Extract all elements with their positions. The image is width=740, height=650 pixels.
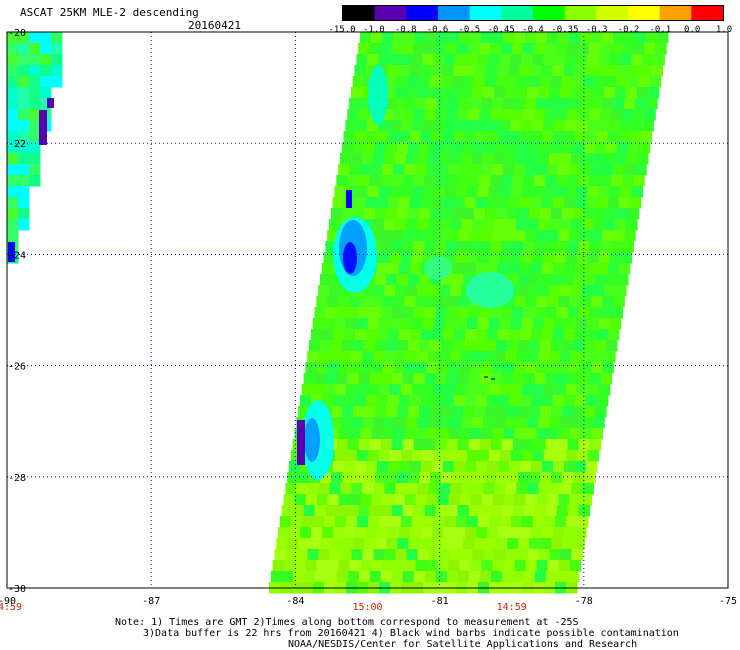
- colorbar-label: -0.5: [458, 25, 481, 35]
- colorbar-label: -0.6: [426, 25, 449, 35]
- time-label: 14:59: [497, 602, 527, 613]
- colorbar-segment: [438, 6, 471, 20]
- swath-data-west: [7, 32, 63, 264]
- colorbar-segment: [533, 6, 566, 20]
- colorbar-label: -0.1: [649, 25, 672, 35]
- note-line-1: Note: 1) Times are GMT 2)Times along bot…: [115, 617, 579, 628]
- map-frame: [6, 31, 729, 589]
- colorbar-label: -0.45: [487, 25, 515, 35]
- lon-tick-label: -78: [575, 596, 593, 607]
- lon-tick-label: -90: [0, 596, 16, 607]
- colorbar-segment: [596, 6, 629, 20]
- colorbar-segment: [628, 6, 661, 20]
- lon-tick-label: -84: [286, 596, 304, 607]
- colorbar-label: -15.0: [328, 25, 356, 35]
- colorbar-segment: [659, 6, 692, 20]
- colorbar: [342, 5, 724, 21]
- lon-tick-label: -81: [431, 596, 449, 607]
- lat-tick-label: -20: [8, 28, 26, 39]
- note-line-2: 3)Data buffer is 22 hrs from 20160421 4)…: [143, 628, 679, 639]
- colorbar-label: -0.4: [522, 25, 544, 35]
- lat-tick-label: -26: [8, 362, 26, 373]
- colorbar-segment: [343, 6, 376, 20]
- colorbar-label: 0.0: [684, 25, 701, 35]
- colorbar-label: -1.0: [362, 25, 385, 35]
- colorbar-segment: [469, 6, 502, 20]
- colorbar-labels: -15.0 -1.0 -0.8 -0.6 -0.5 -0.45 -0.4 -0.35 -0.3-…: [320, 25, 740, 37]
- colorbar-label: -0.2: [617, 25, 640, 35]
- lat-tick-label: -30: [8, 584, 26, 595]
- colorbar-segment: [691, 6, 723, 20]
- colorbar-label: -0.3: [585, 25, 608, 35]
- colorbar-segment: [564, 6, 597, 20]
- colorbar-segment: [501, 6, 534, 20]
- colorbar-segment: [374, 6, 407, 20]
- colorbar-label: 1.0: [715, 25, 733, 35]
- time-label: 15:00: [352, 602, 382, 613]
- lon-tick-label: -87: [142, 596, 160, 607]
- time-label: 14:59: [0, 602, 22, 613]
- swath-data: [269, 32, 669, 594]
- map-date: 20160421: [188, 19, 241, 32]
- note-line-3: NOAA/NESDIS/Center for Satellite Applica…: [288, 639, 638, 650]
- colorbar-label: -0.35: [551, 25, 579, 35]
- lat-tick-label: -24: [8, 250, 26, 261]
- lat-tick-label: -22: [8, 139, 26, 150]
- lon-tick-label: -75: [719, 596, 737, 607]
- colorbar-label: -0.8: [394, 25, 417, 35]
- lat-tick-label: -28: [8, 473, 26, 484]
- colorbar-segment: [406, 6, 439, 20]
- map-title: ASCAT 25KM MLE-2 descending: [20, 6, 199, 19]
